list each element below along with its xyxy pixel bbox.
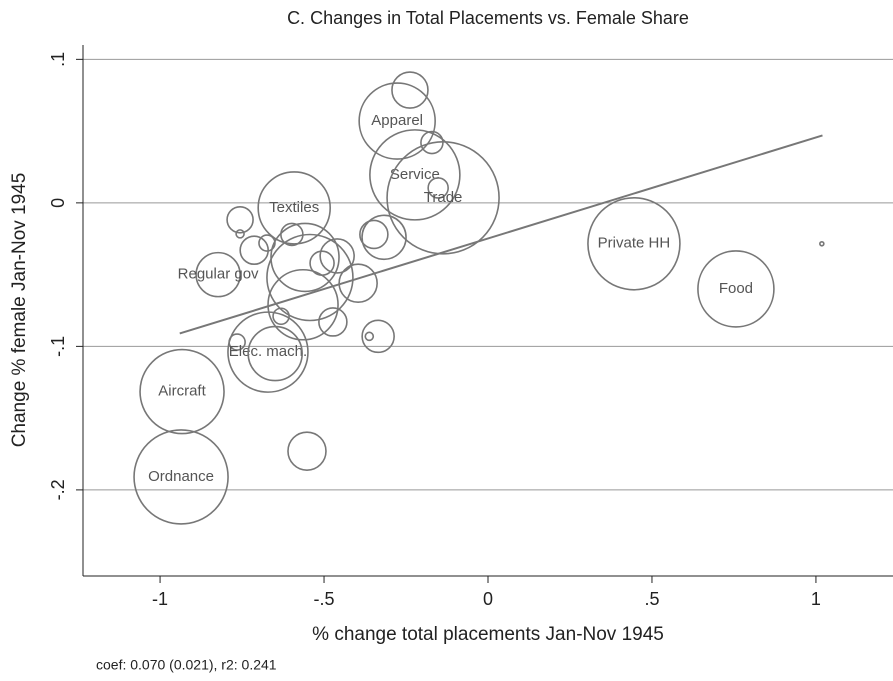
note: coef: 0.070 (0.021), r2: 0.241 [96,657,277,673]
bubble [287,431,327,471]
bubble [361,214,407,261]
bubble [235,229,245,239]
bubble [427,177,449,199]
bubble [133,429,229,525]
bubble [369,129,461,221]
bubble-label: Apparel [371,112,423,129]
bubble [227,311,309,393]
bubble [318,307,348,337]
bubble [257,171,331,245]
bubble [391,71,429,109]
bubble [359,219,389,250]
x-axis-title: % change total placements Jan-Nov 1945 [312,624,664,645]
bubble [587,196,681,291]
x-tick-label: -.5 [314,589,335,609]
bubble-label: Ordnance [148,468,214,485]
y-tick-label: -.2 [48,479,68,500]
bubble [266,233,354,322]
bubble [195,251,241,298]
bubble [358,82,436,160]
bubble [697,250,775,328]
bubble [258,234,276,252]
x-tick-label: -1 [152,589,168,609]
bubble [267,268,339,341]
bubble [247,325,303,382]
x-tick-label: 1 [811,589,821,609]
bubble-label: Service [390,166,440,183]
bubble [139,348,225,435]
y-tick-label: .1 [48,52,68,67]
y-tick-label: -.1 [48,336,68,357]
bubble [386,141,500,255]
bubble-label: Private HH [598,235,671,252]
chart-title: C. Changes in Total Placements vs. Femal… [287,8,689,28]
x-tick-label: 0 [483,589,493,609]
bubble [338,263,378,304]
bubble-label: Textiles [269,199,319,216]
bubble-label: Food [719,280,753,297]
y-axis-title: Change % female Jan-Nov 1945 [9,173,30,448]
bubble [272,307,290,326]
fit-line [179,134,823,335]
bubble-label: Aircraft [158,383,206,400]
bubble-label: Trade [424,189,463,206]
bubble-label: Regular gov [178,266,259,283]
y-tick-label: 0 [48,198,68,208]
bubble [361,319,395,354]
bubble [364,331,375,342]
bubble-label: Elec. mach. [229,343,307,360]
bubble [819,240,825,247]
bubble [226,205,254,234]
x-tick-label: .5 [644,589,659,609]
bubble [319,238,355,274]
